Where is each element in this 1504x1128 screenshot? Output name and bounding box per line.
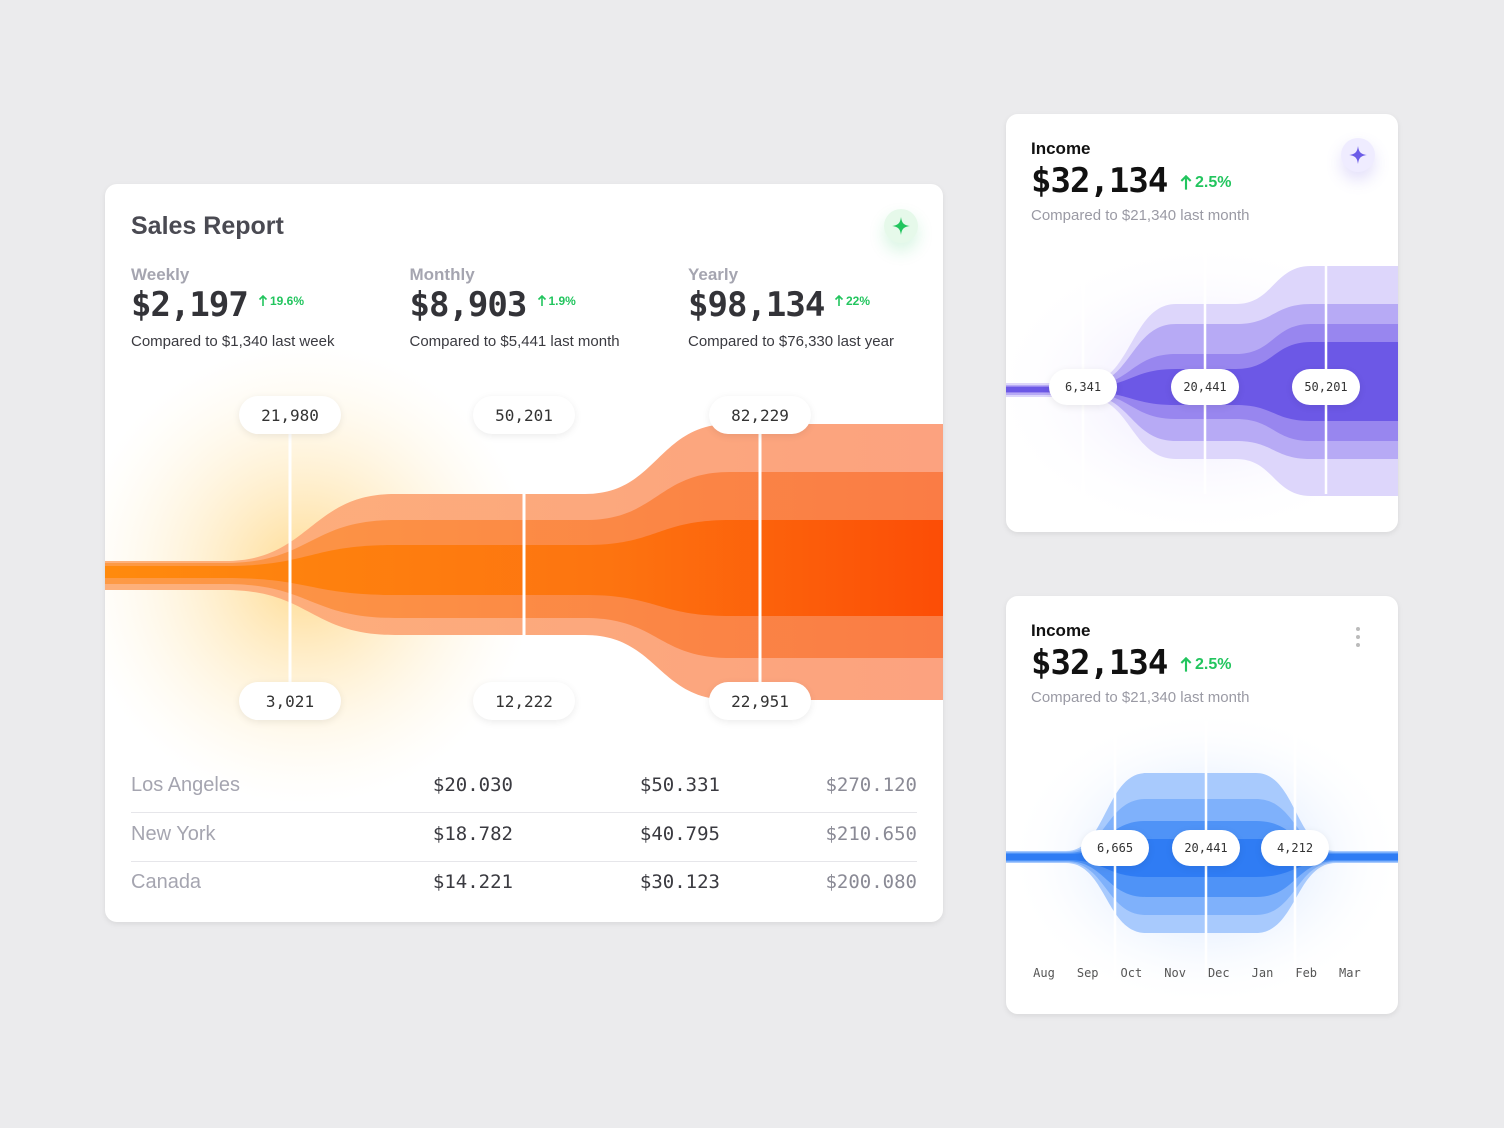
- comparison: Compared to $21,340 last month: [1031, 689, 1250, 706]
- marker-label: 20,441: [1171, 369, 1239, 405]
- row-value: $14.221: [432, 871, 513, 893]
- row-value: $210.650: [825, 822, 917, 845]
- card-title: Income: [1031, 139, 1091, 158]
- row-divider: [131, 860, 917, 862]
- arrow-up-icon: [1180, 175, 1192, 190]
- row-value: $30.123: [639, 871, 720, 893]
- month-label: Aug: [1033, 966, 1055, 980]
- arrow: [834, 295, 844, 306]
- metric-comparison: Compared to $1,340 last week: [131, 333, 335, 350]
- income-value: $32,134: [1031, 161, 1168, 201]
- metric-comparison: Compared to $76,330 last year: [688, 333, 894, 350]
- change-value: 19.6%: [270, 294, 305, 308]
- row-value: $20.030: [432, 774, 513, 796]
- row-divider: [131, 812, 917, 813]
- change-value: 1.9%: [548, 294, 576, 308]
- month-label: Oct: [1120, 966, 1143, 980]
- metric-label: Monthly: [409, 265, 475, 284]
- kebab-icon: [1356, 627, 1360, 647]
- arrow: [1180, 657, 1192, 672]
- arrow-up-icon: [834, 295, 844, 306]
- change: 2.5%: [1179, 656, 1231, 674]
- comparison: Compared to $21,340 last month: [1031, 207, 1250, 224]
- change: 1.9%: [537, 294, 576, 308]
- row-value: $40.795: [639, 822, 720, 845]
- metric-label: Weekly: [131, 265, 190, 284]
- row-value: $50.331: [639, 774, 720, 796]
- metric-value: $8,903: [409, 285, 528, 325]
- card-title: Sales Report: [131, 212, 284, 240]
- arrow: [537, 295, 546, 306]
- row-name: Canada: [131, 871, 202, 893]
- arrow-up-icon: [1180, 657, 1192, 672]
- arrow: [258, 295, 268, 306]
- funnel-label: 50,201: [473, 396, 575, 434]
- month-label: Dec: [1207, 966, 1230, 980]
- change: 22%: [834, 294, 870, 308]
- marker-label: 6,665: [1081, 830, 1149, 866]
- change-value: 2.5%: [1195, 174, 1232, 191]
- sparkle-icon: [1349, 146, 1367, 164]
- ai-button[interactable]: [884, 209, 918, 243]
- sales-funnel: [105, 344, 943, 804]
- change-value: 22%: [846, 294, 871, 308]
- metric-label: Yearly: [688, 265, 739, 284]
- card-title: Income: [1031, 621, 1091, 640]
- funnel-label: 22,951: [709, 682, 811, 720]
- funnel-label: 12,222: [473, 682, 575, 720]
- ai-button[interactable]: [1341, 138, 1375, 172]
- funnel-label: 82,229: [709, 396, 811, 434]
- arrow-up-icon: [537, 295, 546, 306]
- arrow: [1180, 175, 1192, 190]
- income-value: $32,134: [1031, 643, 1168, 683]
- income-card: Income $32,134 2.5% Compared to $21,340 las…: [1006, 114, 1398, 532]
- change: 19.6%: [258, 294, 304, 308]
- marker-label: 20,441: [1172, 830, 1240, 866]
- row-value: $270.120: [825, 774, 917, 796]
- metric-value: $2,197: [131, 285, 249, 325]
- month-label: Mar: [1339, 966, 1361, 980]
- row-name: Los Angeles: [131, 774, 240, 796]
- row-name: New York: [131, 822, 216, 845]
- month-label: Nov: [1164, 966, 1186, 980]
- metric-value: $98,134: [688, 285, 825, 325]
- more-menu[interactable]: [1352, 626, 1364, 648]
- row-value: $200.080: [825, 871, 917, 893]
- funnel-label: 21,980: [239, 396, 341, 434]
- sales-card: Sales Report Weekly $2,197 19.6% Compared t…: [105, 184, 943, 922]
- row-value: $18.782: [432, 822, 513, 845]
- month-label: Sep: [1076, 966, 1099, 980]
- sparkle-icon: [892, 217, 910, 235]
- metric-comparison: Compared to $5,441 last month: [409, 333, 620, 350]
- funnel-label: 3,021: [239, 682, 341, 720]
- income-card: Income $32,134 2.5% Compared to $21,340 las…: [1006, 596, 1398, 1014]
- marker-label: 4,212: [1261, 830, 1329, 866]
- month-label: Feb: [1295, 966, 1318, 980]
- change-value: 2.5%: [1195, 656, 1232, 673]
- marker-label: 6,341: [1049, 369, 1117, 405]
- month-label: Jan: [1251, 966, 1274, 980]
- arrow-up-icon: [258, 295, 268, 306]
- marker-label: 50,201: [1292, 369, 1360, 405]
- change: 2.5%: [1179, 174, 1231, 192]
